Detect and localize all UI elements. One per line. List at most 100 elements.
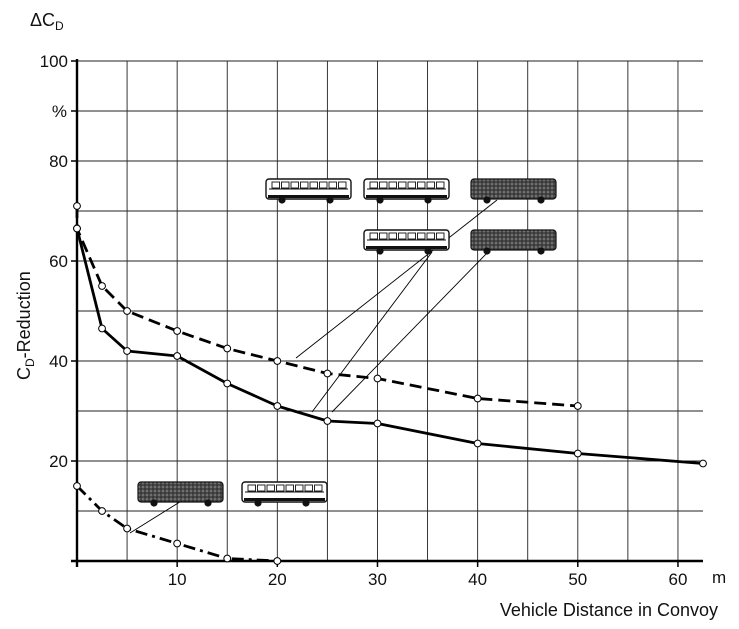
bus-window [388,181,397,189]
y-tick-label: 40 [49,352,68,371]
data-point [573,402,582,410]
bus-window [295,484,304,492]
data-point [223,554,232,563]
bus-window [285,484,294,492]
bus-window [388,232,397,240]
y-corner-label-main: ΔC [30,10,55,30]
bus-window [309,181,318,189]
bus-wheel [537,247,545,255]
bus-window [290,181,299,189]
bus-window [276,484,285,492]
leader-line [331,251,489,413]
bus-window [379,181,388,189]
y-axis-label: CD-Reduction [14,271,37,380]
bus-window [281,181,290,189]
leader-lines [129,199,498,534]
x-tick-label: 10 [168,570,187,589]
bus-window [257,484,266,492]
data-point [699,459,707,468]
data-point [173,327,182,335]
y-axis-label-main: C [14,367,34,380]
bus-window [417,181,426,189]
bus-skirt [366,246,447,249]
bus-wheel [483,247,491,255]
bus-window [369,232,378,240]
y-tick-label: 80 [49,152,68,171]
bus-window [436,181,445,189]
bus-wheel [483,196,491,204]
bus-wheel [254,499,262,507]
bus-window [398,181,407,189]
bus-body [470,178,557,200]
y-axis-label-sub: D [23,358,37,367]
x-tick-label: 50 [568,570,587,589]
bus-icon-white [363,178,450,204]
data-point [73,202,81,210]
leader-line [295,199,498,359]
data-point [273,557,282,565]
bus-wheel [424,196,432,204]
bus-window [369,181,378,189]
leader-line [311,251,433,413]
bus-wheel [150,499,158,507]
data-point [173,352,182,360]
data-point [273,402,282,410]
bus-body [470,229,557,251]
series-line-dash-dot [76,485,278,563]
bus-window [319,181,328,189]
bus-window [426,181,435,189]
bus-window [407,232,416,240]
data-point [323,417,332,425]
data-point [173,539,182,548]
bus-wheel [376,196,384,204]
bus-window [266,484,275,492]
bus-wheel [376,247,384,255]
bus-icon-dark [470,178,557,204]
bus-window [379,232,388,240]
y-corner-label: ΔCD [30,10,64,33]
data-point [123,347,131,355]
x-tick-label: 40 [468,570,487,589]
bus-window [304,484,313,492]
data-point [273,357,282,365]
bus-window [247,484,256,492]
bus-window [407,181,416,189]
bus-window [436,232,445,240]
tick-labels: 20 40 60 80 100 10 20 30 40 50 60 [40,52,688,589]
bus-skirt [268,195,349,198]
bus-icon-dark [137,481,224,507]
bus-wheel [424,247,432,255]
bus-window [417,232,426,240]
data-point [373,374,382,383]
bus-icon-white [363,229,450,255]
y-tick-label: 20 [49,452,68,471]
bus-icon-dark [470,229,557,255]
y-tick-label: 60 [49,252,68,271]
data-point [573,449,582,458]
bus-wheel [326,196,334,204]
data-point [323,369,332,378]
data-point [98,507,106,515]
x-tick-label: 20 [268,570,287,589]
data-point [373,419,382,428]
bus-icons [137,178,557,507]
bus-wheel [302,499,310,507]
data-point [73,482,81,490]
bus-window [338,181,347,189]
bus-skirt [244,498,325,501]
bus-window [426,232,435,240]
bus-icon-white [241,481,328,507]
x-unit-label: m [712,568,726,587]
series-line-solid [75,228,704,465]
bus-wheel [278,196,286,204]
bus-wheel [204,499,212,507]
bus-icon-white [265,178,352,204]
grid-lines [77,60,703,561]
data-point [123,307,131,315]
bus-skirt [366,195,447,198]
data-point [123,524,131,533]
bus-window [398,232,407,240]
leader-line [129,499,184,534]
bus-window [328,181,337,189]
